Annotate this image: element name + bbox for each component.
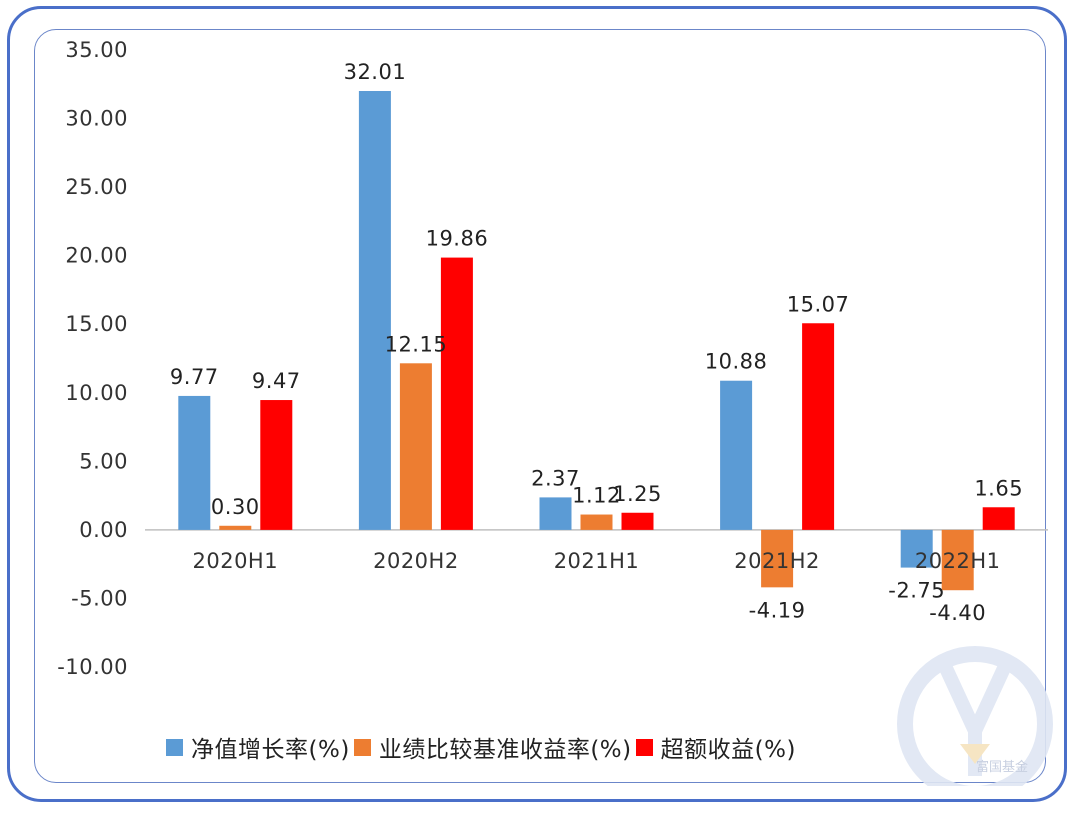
y-tick-label: -10.00: [57, 655, 128, 679]
data-labels: 9.77 0.30 9.47 32.01 12.15 19.86 2.371.121.25 1…: [170, 60, 1023, 625]
bar: [621, 512, 654, 530]
bar: [941, 529, 974, 591]
legend-swatch: [353, 738, 371, 756]
category-label: 2020H2: [373, 549, 459, 573]
bar: [399, 363, 432, 530]
y-tick-label: 35.00: [65, 38, 128, 62]
y-tick-label: 25.00: [65, 175, 128, 199]
data-label: 32.01: [344, 60, 407, 84]
legend-label: 业绩比较基准收益率(%): [378, 737, 632, 763]
data-label: 10.88: [705, 350, 768, 374]
legend: 净值增长率(%) 业绩比较基准收益率(%) 超额收益(%): [166, 730, 800, 764]
bar: [900, 529, 933, 568]
bar: [761, 529, 794, 588]
data-label: 2.37: [531, 466, 580, 490]
watermark-logo: [897, 646, 1053, 786]
watermark-text: 富国基金: [976, 760, 1029, 775]
bar: [539, 497, 572, 530]
y-tick-label: 30.00: [65, 107, 128, 131]
data-label: 15.07: [787, 292, 850, 316]
legend-item-benchmark: 业绩比较基准收益率(%): [353, 730, 632, 764]
data-label: 0.30: [211, 495, 260, 519]
data-label: 1.65: [974, 476, 1023, 500]
chart-inner-frame: [34, 29, 1046, 783]
bar: [178, 395, 211, 530]
bar: [260, 400, 293, 530]
data-label: 1.12: [572, 484, 621, 508]
bar: [358, 90, 391, 530]
category-labels: 2020H1 2020H2 2021H1 2021H2 2022H1: [192, 549, 1000, 573]
y-tick-label: 0.00: [79, 518, 128, 542]
category-label: 2020H1: [192, 549, 278, 573]
legend-label: 净值增长率(%): [191, 737, 350, 763]
data-label: 9.47: [252, 369, 301, 393]
bar: [440, 257, 473, 530]
legend-label: 超额收益(%): [660, 737, 796, 763]
bar: [982, 507, 1015, 530]
data-label: 19.86: [426, 227, 489, 251]
y-tick-label: 20.00: [65, 244, 128, 268]
y-tick-label: -5.00: [71, 586, 128, 610]
data-label: 1.25: [613, 482, 662, 506]
bars: [178, 90, 1015, 591]
y-tick-label: 15.00: [65, 312, 128, 336]
data-label: -4.19: [749, 598, 806, 622]
y-tick-label: 10.00: [65, 381, 128, 405]
bar: [802, 323, 835, 530]
bar: [720, 380, 753, 530]
data-label: -4.40: [929, 601, 986, 625]
legend-swatch: [166, 738, 183, 756]
bar: [219, 525, 252, 530]
legend-item-nav-growth: 净值增长率(%): [166, 730, 350, 764]
bar: [580, 514, 613, 530]
category-label: 2021H2: [734, 549, 820, 573]
y-tick-label: 5.00: [79, 449, 128, 473]
y-axis-ticks: 35.00 30.00 25.00 20.00 15.00 10.00 5.00 0.00 -5…: [57, 38, 128, 679]
legend-item-excess-return: 超额收益(%): [635, 730, 796, 764]
data-label: -2.75: [888, 579, 945, 603]
legend-swatch: [635, 738, 653, 756]
data-label: 12.15: [385, 332, 448, 356]
data-label: 9.77: [170, 365, 219, 389]
category-label: 2022H1: [915, 549, 1001, 573]
category-label: 2021H1: [554, 549, 640, 573]
